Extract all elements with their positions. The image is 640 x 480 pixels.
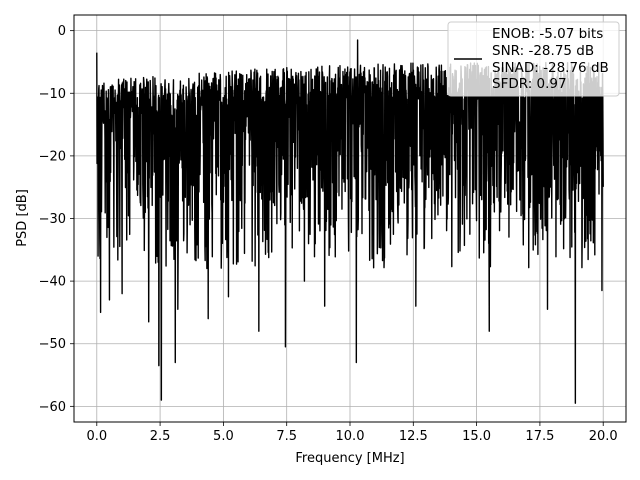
x-tick-label: 15.0 xyxy=(462,429,491,444)
legend-sfdr: SFDR: 0.97 xyxy=(492,76,567,92)
legend-box xyxy=(447,21,620,97)
y-tick-label: −60 xyxy=(39,400,66,415)
x-tick-label: 17.5 xyxy=(525,429,554,444)
y-tick-label: 0 xyxy=(58,24,66,39)
x-tick-label: 5.0 xyxy=(213,429,234,444)
legend-sinad: SINAD: -28.76 dB xyxy=(492,60,609,76)
x-axis-label: Frequency [MHz] xyxy=(295,451,404,466)
y-tick-label: −40 xyxy=(39,275,66,290)
y-tick-label: −30 xyxy=(39,212,66,227)
x-tick-label: 0.0 xyxy=(86,429,107,444)
psd-series-line xyxy=(96,39,604,404)
x-tick-label: 12.5 xyxy=(399,429,428,444)
y-tick-label: −50 xyxy=(39,337,66,352)
y-tick-label: −20 xyxy=(39,149,66,164)
legend: ENOB: -5.07 bits SNR: -28.75 dB SINAD: -… xyxy=(447,21,620,97)
x-tick-label: 10.0 xyxy=(336,429,365,444)
axis-ticks: 0.0 2.5 5.0 7.5 10.0 12.5 15.0 17.5 20.0 0 −10 −20 −… xyxy=(39,24,618,444)
y-tick-label: −10 xyxy=(39,87,66,102)
x-tick-label: 2.5 xyxy=(150,429,171,444)
x-tick-label: 7.5 xyxy=(276,429,297,444)
y-axis-label: PSD [dB] xyxy=(15,189,30,247)
x-tick-label: 20.0 xyxy=(589,429,618,444)
legend-enob: ENOB: -5.07 bits xyxy=(492,26,603,42)
legend-snr: SNR: -28.75 dB xyxy=(492,43,594,59)
